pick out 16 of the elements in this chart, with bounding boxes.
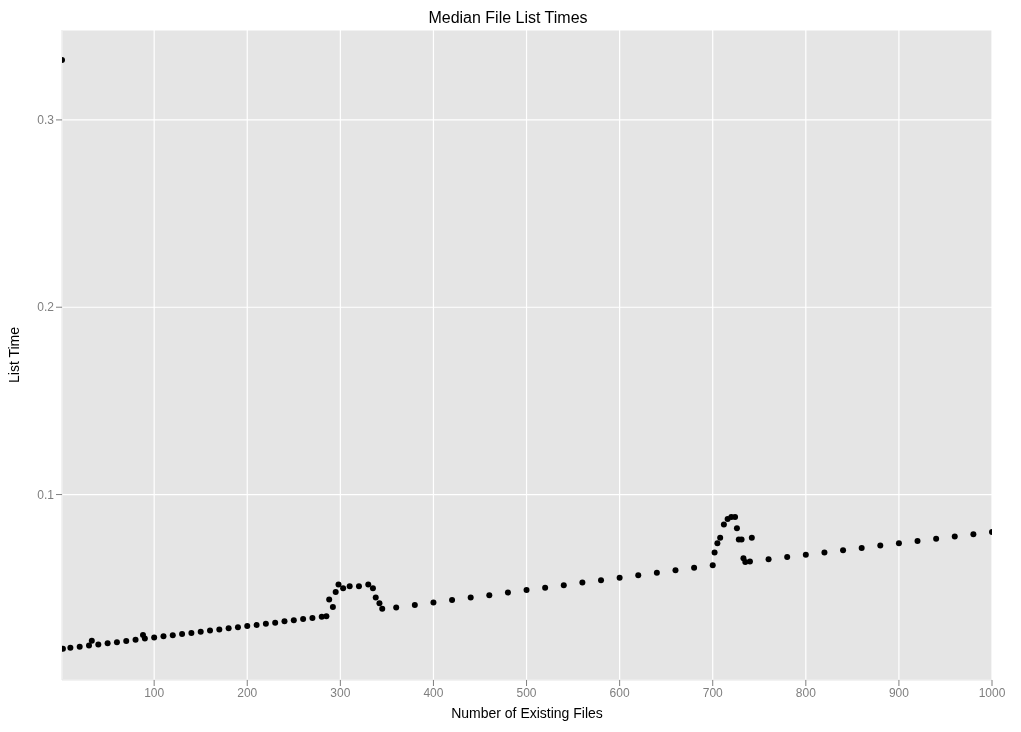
x-tick-label: 1000 xyxy=(978,685,1006,700)
y-tick-label: 0.2 xyxy=(37,300,55,315)
x-tick-label: 300 xyxy=(330,685,351,700)
y-tick-label: 0.3 xyxy=(37,113,55,128)
chart-title: Median File List Times xyxy=(427,8,589,28)
x-tick-label: 100 xyxy=(144,685,165,700)
y-tick-label: 0.1 xyxy=(37,487,55,502)
x-tick-label: 200 xyxy=(237,685,258,700)
x-tick-label: 500 xyxy=(516,685,537,700)
x-tick-label: 800 xyxy=(795,685,817,700)
x-axis-title: Number of Existing Files xyxy=(451,705,603,721)
x-tick-label: 900 xyxy=(888,685,910,700)
x-tick-label: 400 xyxy=(423,685,444,700)
x-tick-label: 700 xyxy=(702,685,724,700)
x-tick-label: 600 xyxy=(609,685,630,700)
y-axis-title: List Time xyxy=(5,326,22,384)
